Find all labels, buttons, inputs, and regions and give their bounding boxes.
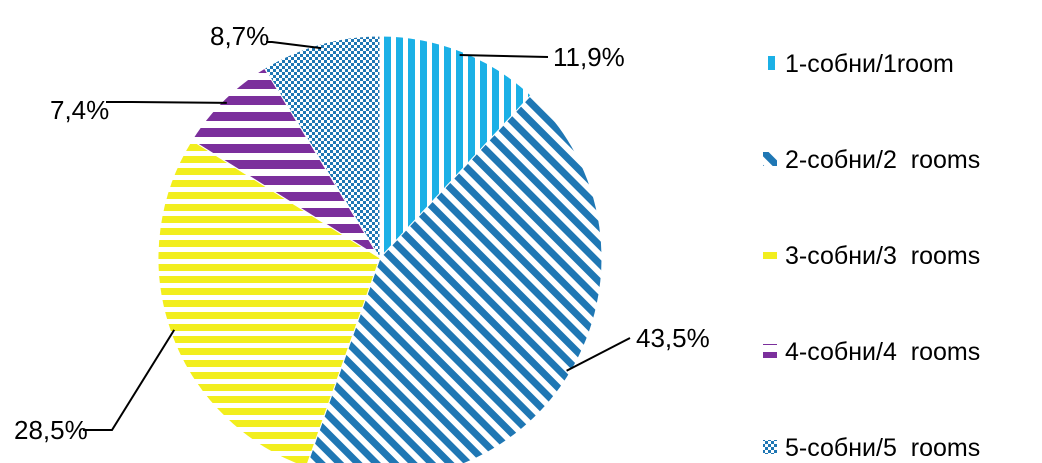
data-label-5: 8,7% xyxy=(210,21,269,51)
pie-slice-5 xyxy=(263,35,381,260)
legend-swatch-4 xyxy=(763,344,777,358)
leader-line-2 xyxy=(566,337,631,372)
data-label-3: 28,5% xyxy=(14,415,88,445)
legend-label-5: 5-собни/5 rooms xyxy=(785,434,980,462)
legend-label-1: 1-собни/1room xyxy=(785,50,954,78)
data-labels: 11,9% 43,5% 28,5% 7,4% 8,7% xyxy=(14,21,710,445)
data-label-1: 11,9% xyxy=(553,42,625,72)
pie-slice-1 xyxy=(379,35,532,260)
leader-line-5 xyxy=(266,41,322,50)
pie-slice-4 xyxy=(191,67,381,259)
legend-label-3: 3-собни/3 rooms xyxy=(785,242,980,270)
pie-slices xyxy=(157,35,603,463)
legend-label-2: 2-собни/2 rooms xyxy=(785,146,980,174)
data-label-2: 43,5% xyxy=(636,323,710,353)
pie-slice-2 xyxy=(307,94,603,463)
leader-line-3 xyxy=(83,329,176,431)
legend-swatch-2 xyxy=(763,152,777,166)
pie-slice-3 xyxy=(157,139,381,463)
legend-swatch-3 xyxy=(763,248,777,262)
data-label-4: 7,4% xyxy=(50,95,109,125)
legend: 1-собни/1room 2-собни/2 rooms 3-собни/3 ro… xyxy=(763,50,980,462)
legend-swatch-5 xyxy=(763,440,777,454)
legend-label-4: 4-собни/4 rooms xyxy=(785,338,980,366)
leader-line-1 xyxy=(459,54,549,58)
leader-lines xyxy=(83,41,631,431)
leader-line-4 xyxy=(106,101,227,104)
legend-swatch-1 xyxy=(763,56,777,70)
